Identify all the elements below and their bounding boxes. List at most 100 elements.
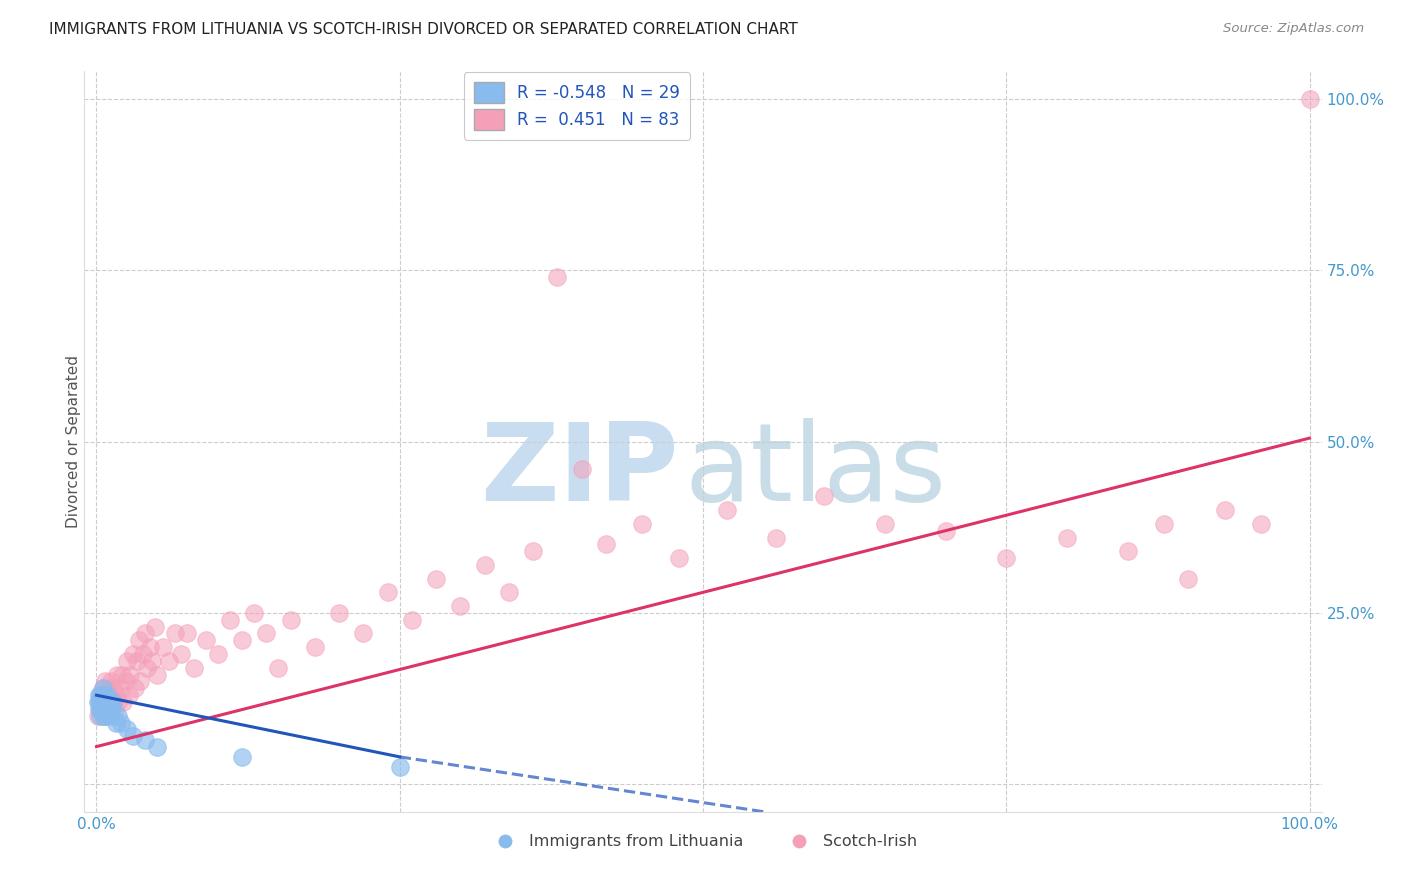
Point xyxy=(141,654,163,668)
Point xyxy=(96,708,118,723)
Point xyxy=(170,647,193,661)
Point xyxy=(124,681,146,696)
Point xyxy=(1056,531,1078,545)
Point xyxy=(219,613,242,627)
Point xyxy=(93,708,115,723)
Point xyxy=(97,702,120,716)
Point xyxy=(165,626,187,640)
Point xyxy=(90,695,112,709)
Point xyxy=(813,489,835,503)
Point xyxy=(631,516,654,531)
Point xyxy=(207,647,229,661)
Point xyxy=(125,654,148,668)
Point xyxy=(1116,544,1139,558)
Point xyxy=(90,702,112,716)
Point xyxy=(96,688,118,702)
Point xyxy=(131,647,153,661)
Y-axis label: Divorced or Separated: Divorced or Separated xyxy=(66,355,80,528)
Point xyxy=(104,688,127,702)
Point xyxy=(104,702,127,716)
Point xyxy=(110,681,132,696)
Point xyxy=(401,613,423,627)
Point xyxy=(96,708,118,723)
Point xyxy=(352,626,374,640)
Point xyxy=(425,572,447,586)
Point xyxy=(96,695,118,709)
Point xyxy=(98,688,121,702)
Point xyxy=(94,688,117,702)
Point xyxy=(304,640,326,655)
Point xyxy=(139,640,162,655)
Point xyxy=(231,633,253,648)
Point xyxy=(194,633,217,648)
Point xyxy=(115,723,138,737)
Point xyxy=(176,626,198,640)
Point xyxy=(96,695,118,709)
Point xyxy=(94,702,117,716)
Point xyxy=(112,695,135,709)
Point xyxy=(474,558,496,572)
Point xyxy=(97,681,120,696)
Point xyxy=(91,695,114,709)
Point xyxy=(118,688,141,702)
Point xyxy=(107,708,129,723)
Point xyxy=(280,613,302,627)
Text: atlas: atlas xyxy=(685,418,946,524)
Point xyxy=(100,674,122,689)
Point xyxy=(103,695,125,709)
Point xyxy=(522,544,544,558)
Point xyxy=(89,708,111,723)
Point xyxy=(86,695,108,709)
Point xyxy=(115,654,138,668)
Text: ZIP: ZIP xyxy=(479,418,678,524)
Point xyxy=(1250,516,1272,531)
Point xyxy=(111,667,134,681)
Point xyxy=(136,661,159,675)
Point xyxy=(571,462,593,476)
Point xyxy=(93,688,115,702)
Point xyxy=(87,688,110,702)
Point xyxy=(157,654,180,668)
Point xyxy=(1213,503,1236,517)
Point xyxy=(120,667,142,681)
Point xyxy=(765,531,787,545)
Point xyxy=(86,708,108,723)
Point xyxy=(143,619,166,633)
Point xyxy=(134,626,156,640)
Point xyxy=(101,702,124,716)
Point xyxy=(122,729,145,743)
Legend: Immigrants from Lithuania, Scotch-Irish: Immigrants from Lithuania, Scotch-Irish xyxy=(482,828,924,855)
Point xyxy=(498,585,520,599)
Point xyxy=(105,667,128,681)
Point xyxy=(104,715,127,730)
Point xyxy=(107,695,129,709)
Point xyxy=(101,695,124,709)
Point xyxy=(122,647,145,661)
Point xyxy=(89,702,111,716)
Point xyxy=(388,760,411,774)
Point xyxy=(716,503,738,517)
Point xyxy=(134,732,156,747)
Point xyxy=(873,516,896,531)
Point xyxy=(89,688,111,702)
Point xyxy=(546,270,568,285)
Point xyxy=(100,708,122,723)
Text: Source: ZipAtlas.com: Source: ZipAtlas.com xyxy=(1223,22,1364,36)
Point xyxy=(87,695,110,709)
Point xyxy=(449,599,471,613)
Point xyxy=(94,674,117,689)
Point xyxy=(128,633,150,648)
Point xyxy=(328,606,350,620)
Point xyxy=(595,537,617,551)
Point xyxy=(90,688,112,702)
Point xyxy=(995,551,1018,566)
Point xyxy=(89,695,111,709)
Point xyxy=(146,739,169,754)
Point xyxy=(668,551,690,566)
Point xyxy=(267,661,290,675)
Point xyxy=(98,695,121,709)
Text: IMMIGRANTS FROM LITHUANIA VS SCOTCH-IRISH DIVORCED OR SEPARATED CORRELATION CHAR: IMMIGRANTS FROM LITHUANIA VS SCOTCH-IRIS… xyxy=(49,22,799,37)
Point xyxy=(87,702,110,716)
Point xyxy=(97,702,120,716)
Point xyxy=(254,626,277,640)
